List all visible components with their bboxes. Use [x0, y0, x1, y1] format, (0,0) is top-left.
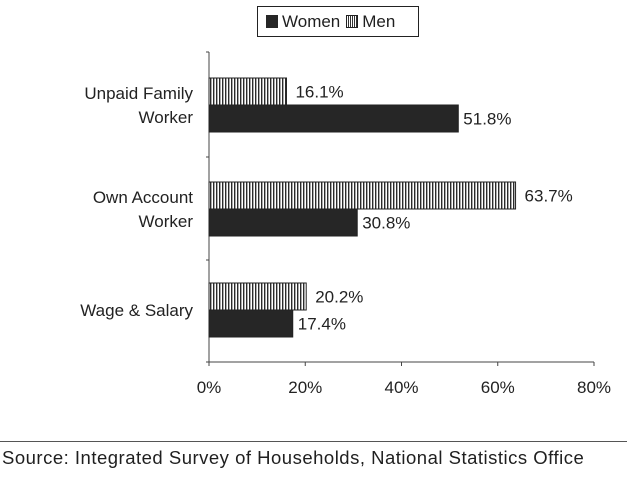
category-label-2-0: Wage & Salary [80, 301, 193, 320]
category-label-0-1: Worker [139, 108, 194, 127]
data-label-women-0: 51.8% [463, 110, 511, 129]
data-label-men-2: 20.2% [315, 288, 363, 307]
x-tick-label-4: 80% [577, 378, 611, 397]
category-label-1-1: Worker [139, 212, 194, 231]
data-label-men-1: 63.7% [525, 187, 573, 206]
category-label-1-0: Own Account [93, 188, 193, 207]
chart-area: 0% 20% 40% 60% 80% 16.1% 51.8% Unpaid Family Wor… [80, 51, 611, 397]
data-label-men-0: 16.1% [295, 83, 343, 102]
data-label-women-1: 30.8% [362, 214, 410, 233]
x-tick-label-0: 0% [197, 378, 222, 397]
bar-men-1 [208, 181, 517, 210]
bar-men-2 [208, 282, 307, 311]
legend: Women Men [257, 6, 419, 37]
x-tick-label-1: 20% [288, 378, 322, 397]
bar-women-2 [208, 309, 294, 338]
legend-swatch-women [266, 15, 278, 28]
data-label-women-2: 17.4% [298, 315, 346, 334]
bar-women-1 [208, 208, 358, 237]
category-label-0-0: Unpaid Family [84, 84, 193, 103]
bar-women-0 [208, 104, 459, 133]
legend-swatch-men [346, 15, 359, 28]
source-divider [0, 441, 627, 442]
x-tick-label-2: 40% [384, 378, 418, 397]
legend-label-women: Women [282, 11, 341, 31]
legend-item-men: Men [346, 12, 395, 32]
legend-item-women: Women [266, 12, 340, 32]
bar-men-0 [208, 77, 287, 106]
x-tick-label-3: 60% [481, 378, 515, 397]
source-note: Source: Integrated Survey of Households,… [2, 447, 585, 468]
legend-label-men: Men [362, 11, 396, 31]
